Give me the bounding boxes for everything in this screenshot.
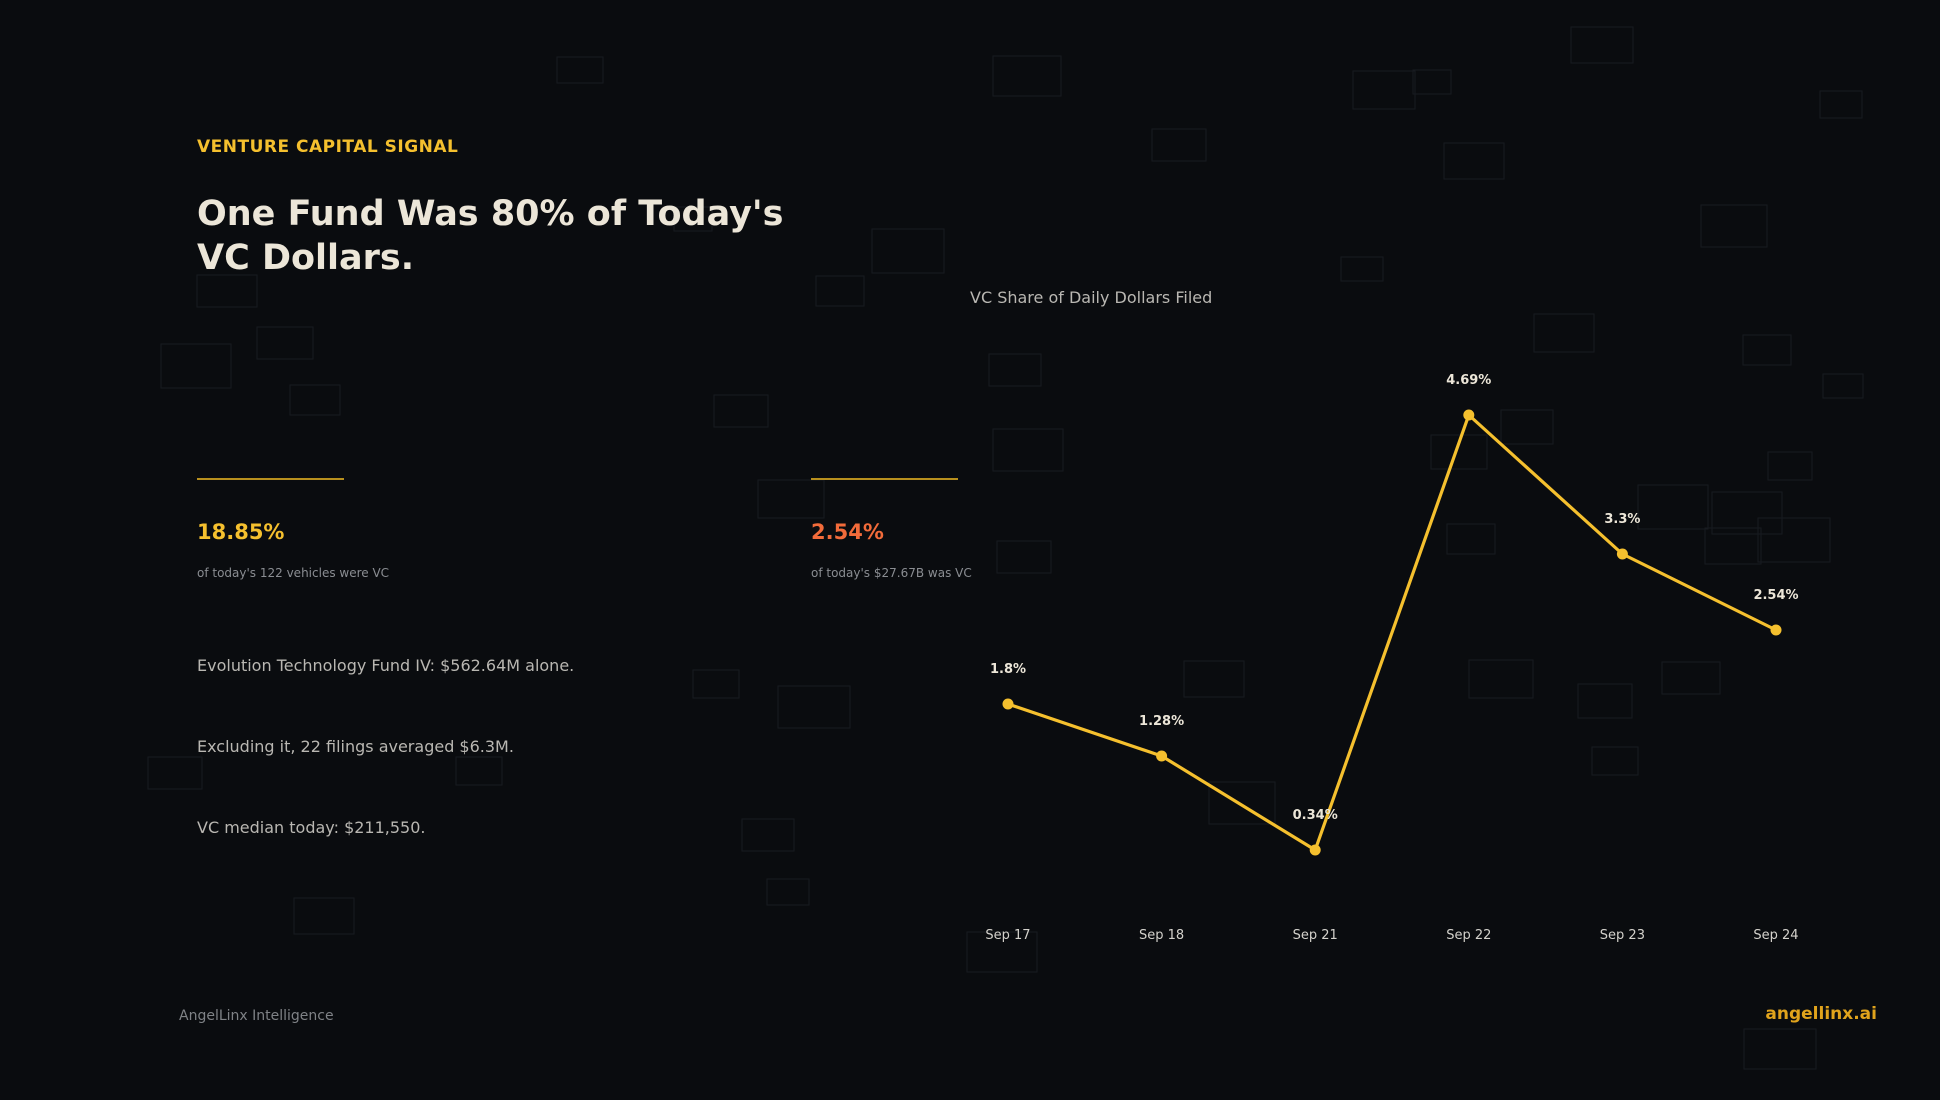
- x-tick-label: Sep 24: [1753, 928, 1798, 943]
- series-line: [1007, 413, 1777, 852]
- x-tick-label: Sep 23: [1600, 928, 1645, 943]
- data-label: 4.69%: [1446, 373, 1491, 388]
- footer-source: AngelLinx Intelligence: [179, 1008, 334, 1024]
- stat-divider-1: [197, 478, 344, 480]
- stat-vehicle-share-value: 18.85%: [197, 520, 285, 544]
- x-tick-label: Sep 22: [1446, 928, 1491, 943]
- stat-divider-2: [811, 478, 958, 480]
- data-label: 1.28%: [1139, 714, 1184, 729]
- x-tick-label: Sep 21: [1293, 928, 1338, 943]
- stat-dollar-share-caption: of today's $27.67B was VC: [811, 566, 972, 580]
- data-label: 1.8%: [990, 662, 1026, 677]
- data-point: [1156, 750, 1168, 762]
- footer-brand-link[interactable]: angellinx.ai: [1765, 1004, 1877, 1024]
- x-tick-label: Sep 18: [1139, 928, 1184, 943]
- data-point: [1770, 624, 1782, 636]
- chart-title: VC Share of Daily Dollars Filed: [970, 288, 1213, 307]
- data-point: [1616, 548, 1628, 560]
- note-fund-amount: Evolution Technology Fund IV: $562.64M a…: [197, 656, 575, 675]
- data-point: [1002, 698, 1014, 710]
- page-headline: One Fund Was 80% of Today's VC Dollars.: [197, 194, 784, 278]
- data-label: 3.3%: [1604, 512, 1640, 527]
- stat-vehicle-share-caption: of today's 122 vehicles were VC: [197, 566, 390, 580]
- note-vc-median: VC median today: $211,550.: [197, 818, 426, 837]
- note-excluding-average: Excluding it, 22 filings averaged $6.3M.: [197, 737, 514, 756]
- eyebrow-label: VENTURE CAPITAL SIGNAL: [197, 137, 459, 157]
- data-label: 2.54%: [1753, 588, 1798, 603]
- data-label: 0.34%: [1293, 808, 1338, 823]
- data-point: [1463, 409, 1475, 421]
- data-point: [1309, 844, 1321, 856]
- x-tick-label: Sep 17: [985, 928, 1030, 943]
- stat-dollar-share-value: 2.54%: [811, 520, 884, 544]
